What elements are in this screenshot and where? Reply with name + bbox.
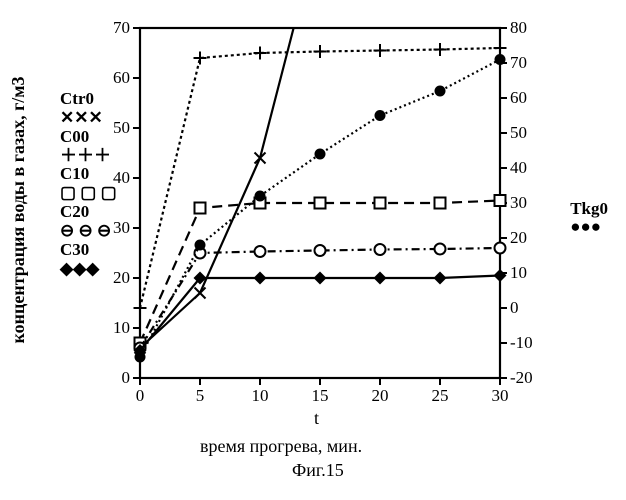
x-axis-variable: t: [314, 408, 319, 429]
x-tick: 25: [425, 386, 455, 406]
x-tick: 10: [245, 386, 275, 406]
legend-item-Tkg0: Tkg0: [570, 200, 608, 218]
y-left-tick: 70: [98, 18, 130, 38]
x-axis-caption: время прогрева, мин.: [200, 436, 362, 457]
chart-container: концентрация воды в газах, г/м3 температ…: [0, 0, 626, 500]
y-right-tick: 10: [510, 263, 542, 283]
y-left-tick: 0: [98, 368, 130, 388]
y-left-tick: 60: [98, 68, 130, 88]
y-right-tick: 40: [510, 158, 542, 178]
y-right-tick: 20: [510, 228, 542, 248]
legend-glyph-Tkg0: ●●●: [570, 218, 608, 236]
x-tick: 30: [485, 386, 515, 406]
x-tick: 20: [365, 386, 395, 406]
figure-number: Фиг.15: [292, 460, 344, 481]
legend-item-Ctr0: Ctr0: [60, 90, 117, 108]
x-tick: 0: [125, 386, 155, 406]
y-right-tick: 80: [510, 18, 542, 38]
y-left-tick: 20: [98, 268, 130, 288]
y-right-tick: 60: [510, 88, 542, 108]
y-right-tick: -10: [510, 333, 542, 353]
legend-glyph-C00: ＋＋＋: [60, 147, 117, 165]
y-right-tick: 30: [510, 193, 542, 213]
y-right-tick: 50: [510, 123, 542, 143]
y-left-tick: 50: [98, 118, 130, 138]
y-right-tick: -20: [510, 368, 542, 388]
y-left-tick: 10: [98, 318, 130, 338]
x-tick: 5: [185, 386, 215, 406]
legend-item-C30: C30: [60, 241, 117, 259]
y-right-tick: 0: [510, 298, 542, 318]
y-left-tick: 30: [98, 218, 130, 238]
y-right-tick: 70: [510, 53, 542, 73]
x-tick: 15: [305, 386, 335, 406]
legend-right: Tkg0●●●: [570, 200, 608, 236]
y-left-label: концентрация воды в газах, г/м3: [8, 76, 29, 343]
y-left-tick: 40: [98, 168, 130, 188]
